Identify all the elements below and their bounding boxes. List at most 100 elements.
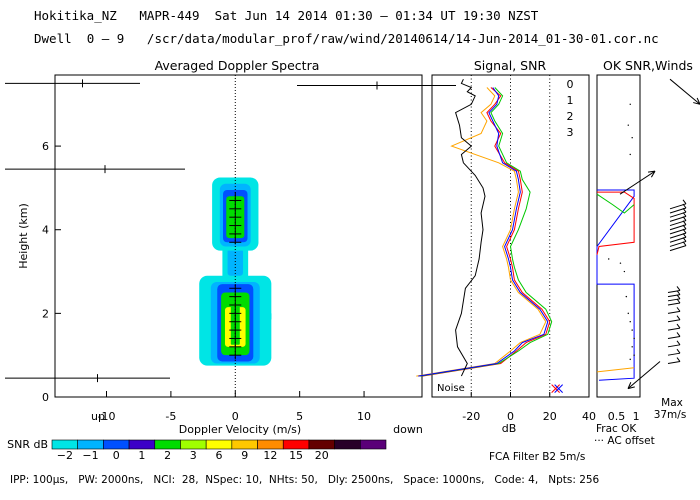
height-tick-label: 4 (42, 224, 49, 237)
wind-barb (667, 298, 681, 302)
wind-barb (682, 228, 687, 234)
wind-barb (676, 298, 681, 304)
snr-tick-label: 0 (507, 410, 514, 423)
snr-panel: -20 0 20 40 0 1 2 3 (416, 75, 596, 423)
frac-line (596, 193, 635, 214)
wind-barb (667, 327, 681, 331)
colorbar-swatch (231, 439, 258, 450)
max-value: 37m/s (654, 409, 687, 421)
footer-param-list: PW: 2000ns, NCI: 28, NSpec: 10, NHts: 50… (78, 474, 600, 486)
snr-legend-item: 2 (567, 110, 574, 123)
colorbar-tick-label: 2 (164, 449, 171, 462)
wind-barb (676, 348, 681, 354)
wind-arrow (647, 170, 656, 173)
wind-arrow (627, 382, 632, 389)
colorbar-tick-label: −1 (82, 449, 98, 462)
max-label: Max (661, 397, 683, 409)
wind-barb (667, 352, 681, 356)
colorbar-tick-label: 6 (216, 449, 223, 462)
ac-offset-dot (633, 354, 635, 356)
x-label-down: down (393, 423, 423, 436)
dwell-label: Dwell (34, 31, 72, 46)
header-line-1: Hokitika_NZ MAPR-449 Sat Jun 14 2014 01:… (34, 8, 538, 23)
ac-offset-dot (608, 258, 610, 260)
frac-line (596, 367, 635, 373)
snr-x-label: dB (502, 422, 517, 435)
wind-barb (667, 302, 681, 306)
ac-offset-dot (631, 346, 633, 348)
header-line-2: Dwell 0 – 9 /scr/data/modular_prof/raw/w… (34, 31, 659, 46)
winds-panel (619, 78, 700, 390)
colorbar-swatch (51, 439, 78, 450)
ac-offset-dot (627, 312, 629, 315)
colorbar-swatch (103, 439, 130, 450)
ac-offset-dot (633, 337, 635, 340)
height-tick-label: 0 (42, 391, 49, 404)
wind-arrow (627, 361, 661, 390)
wind-barb (676, 290, 681, 295)
colorbar-label: SNR dB (7, 438, 48, 451)
snr-colorbar: −2 −1 0 1 2 3 6 9 12 15 20 (51, 439, 387, 462)
snr-legend-item: 3 (567, 126, 574, 139)
colorbar-tick-label: 0 (113, 449, 120, 462)
wind-arrow (627, 386, 635, 390)
wind-barb (682, 216, 687, 221)
wind-barb (676, 332, 681, 337)
colorbar-swatch (257, 439, 284, 450)
frac-frame (596, 74, 641, 398)
wind-barb (682, 237, 687, 242)
frac-tick-label: 0.5 (608, 410, 626, 423)
wind-barb (676, 294, 681, 300)
panel-frames (54, 74, 641, 398)
wind-arrow (619, 170, 656, 195)
wind-barb (676, 315, 681, 321)
ac-offset-dot (629, 103, 631, 105)
wind-barb (676, 286, 681, 291)
snr-series-line (418, 87, 549, 377)
wind-arrow (650, 170, 656, 178)
height-axis-label: Height (km) (17, 203, 30, 269)
frac-x-label: Frac OK (596, 423, 637, 435)
frac-ok-panel: 0.5 1 (596, 103, 640, 423)
colorbar-tick-label: 9 (241, 449, 248, 462)
colorbar-tick-label: 12 (263, 449, 277, 462)
ac-offset-dot (631, 137, 633, 139)
wind-arrow (693, 102, 700, 105)
wind-barb (667, 294, 681, 298)
wind-barb (676, 307, 681, 312)
footer-params: IPP: 100μs, PW: 2000ns, NCI: 28, NSpec: … (10, 474, 599, 486)
station-name: Hokitika_NZ (34, 8, 117, 23)
snr-legend-item: 1 (567, 94, 574, 107)
frac-line (596, 191, 635, 255)
wind-barb (682, 207, 687, 213)
colorbar-swatch (360, 439, 387, 450)
wind-barb (667, 344, 681, 348)
fca-filter-label: FCA Filter B2 5m/s (489, 451, 585, 463)
velocity-tick-label: -5 (165, 410, 176, 423)
wind-barb (682, 224, 687, 230)
file-path: /scr/data/modular_prof/raw/wind/20140614… (146, 31, 659, 46)
velocity-tick-label: 10 (357, 410, 371, 423)
wind-barb (667, 319, 681, 323)
wind-barb (682, 199, 687, 205)
wind-barb (682, 203, 687, 209)
colorbar-swatch (154, 439, 181, 450)
wind-barb (669, 245, 687, 252)
wind-barb (667, 361, 681, 365)
colorbar-tick-label: 15 (289, 449, 303, 462)
spectra-title: Averaged Doppler Spectra (155, 58, 320, 73)
ac-offset-dot (629, 321, 631, 323)
wind-barb (682, 232, 687, 238)
ac-offset-dot (625, 295, 628, 298)
wind-barb (667, 335, 681, 339)
noise-label: Noise (437, 383, 465, 394)
wind-barb (676, 323, 681, 329)
colorbar-swatch (205, 439, 233, 450)
spectra-x-label: Doppler Velocity (m/s) (179, 423, 301, 436)
colorbar-swatch (308, 439, 335, 450)
snr-x-marker (551, 384, 560, 393)
wind-arrow (669, 78, 700, 105)
frac-tick-label: 1 (633, 410, 640, 423)
snr-tick-label: 20 (543, 410, 557, 423)
